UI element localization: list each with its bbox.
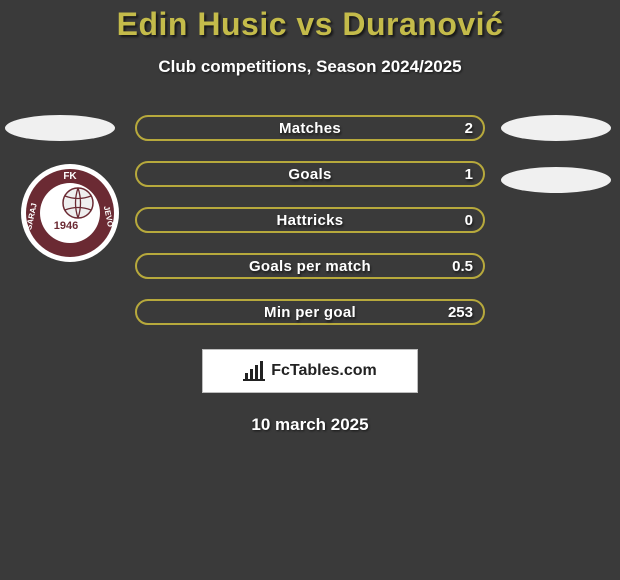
stat-label: Matches (279, 120, 341, 137)
attribution-box[interactable]: FcTables.com (202, 349, 418, 393)
player-right-placeholder-1 (501, 115, 611, 141)
comparison-card: Edin Husic vs Duranović Club competition… (0, 0, 620, 435)
crest-svg: FK SARAJ JEVO 1946 (20, 163, 120, 263)
player-right-placeholder-2 (501, 167, 611, 193)
stat-row-min-per-goal: Min per goal 253 (135, 299, 485, 325)
stats-area: FK SARAJ JEVO 1946 Matches 2 Goals 1 (0, 115, 620, 325)
club-crest: FK SARAJ JEVO 1946 (20, 163, 120, 263)
stat-rows: Matches 2 Goals 1 Hattricks 0 Goals per … (135, 115, 485, 325)
svg-text:FK: FK (63, 171, 77, 182)
stat-right-value: 0.5 (452, 258, 473, 275)
subtitle: Club competitions, Season 2024/2025 (0, 57, 620, 77)
stat-label: Min per goal (264, 304, 356, 321)
stat-right-value: 1 (465, 166, 473, 183)
page-title: Edin Husic vs Duranović (0, 6, 620, 43)
stat-label: Hattricks (277, 212, 344, 229)
stat-row-matches: Matches 2 (135, 115, 485, 141)
stat-label: Goals per match (249, 258, 371, 275)
player-left-placeholder (5, 115, 115, 141)
stat-right-value: 0 (465, 212, 473, 229)
date-line: 10 march 2025 (0, 415, 620, 435)
bar-chart-icon (243, 361, 265, 381)
attribution-text: FcTables.com (271, 362, 377, 380)
stat-label: Goals (288, 166, 331, 183)
stat-row-goals-per-match: Goals per match 0.5 (135, 253, 485, 279)
svg-text:1946: 1946 (54, 220, 78, 232)
stat-right-value: 2 (465, 120, 473, 137)
stat-right-value: 253 (448, 304, 473, 321)
stat-row-hattricks: Hattricks 0 (135, 207, 485, 233)
stat-row-goals: Goals 1 (135, 161, 485, 187)
